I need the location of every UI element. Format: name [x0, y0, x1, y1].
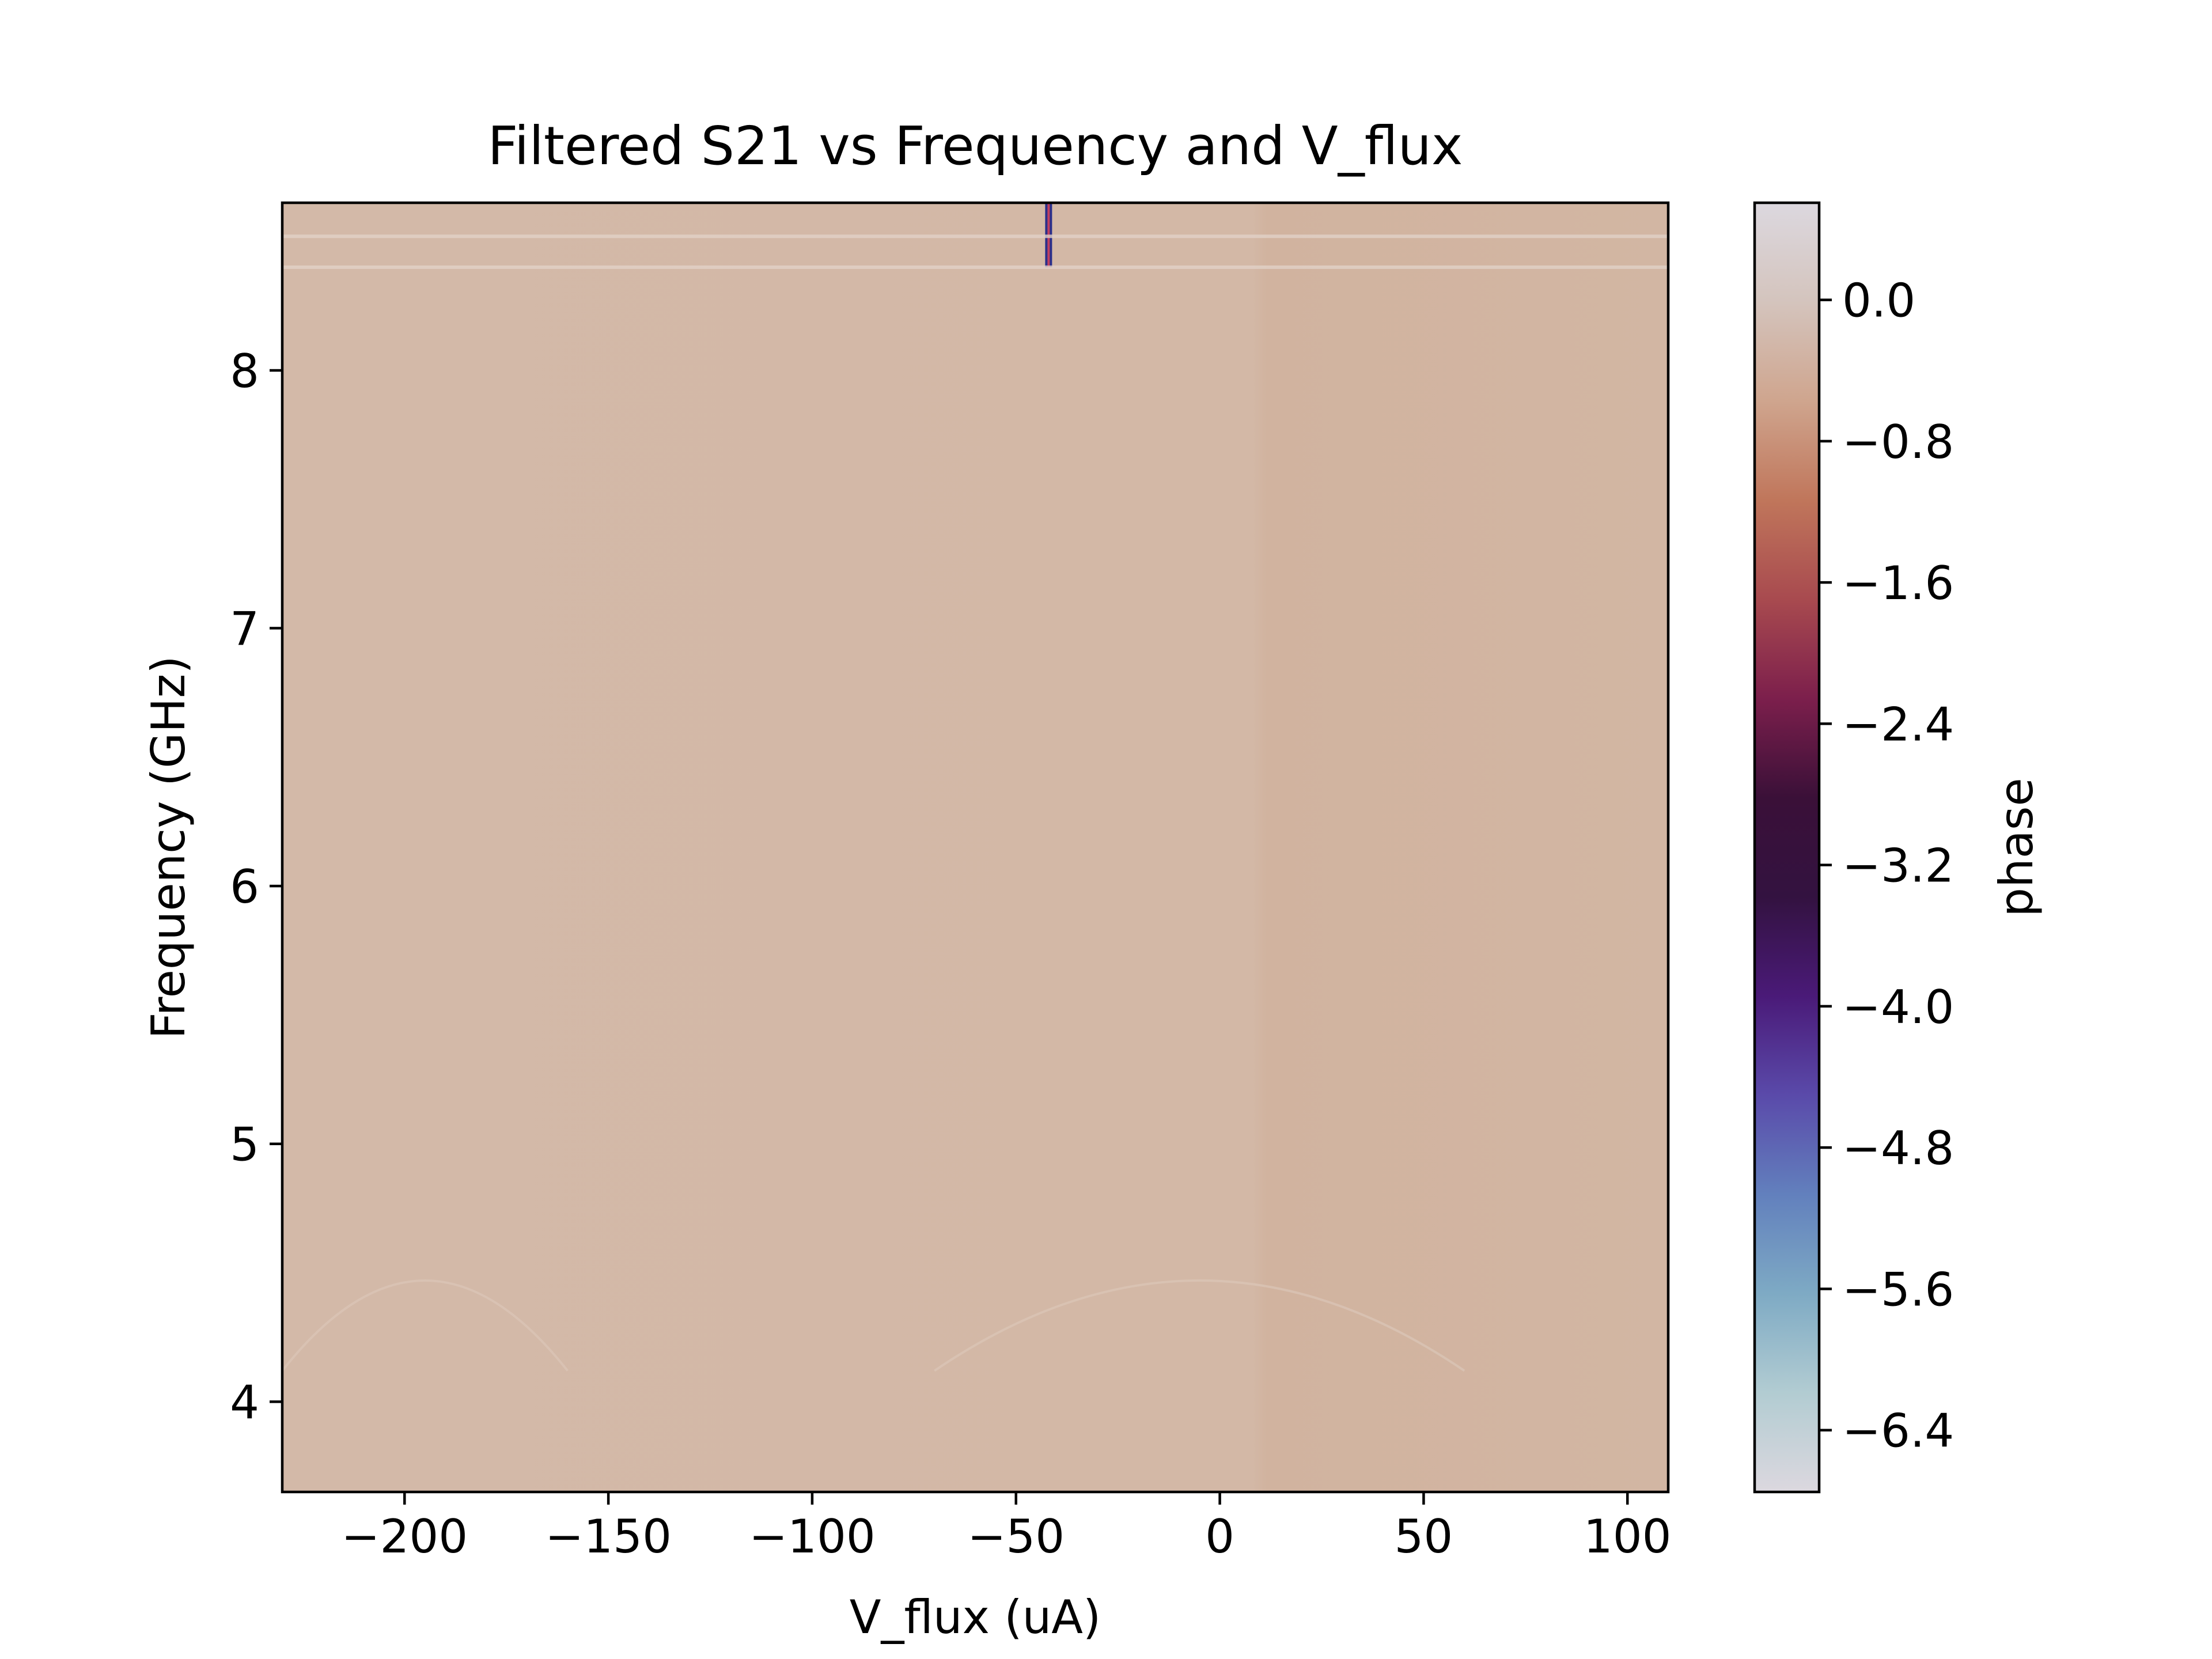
colorbar-tick-label: −5.6 — [1842, 1263, 1954, 1316]
chart-title: Filtered S21 vs Frequency and V_flux — [488, 115, 1463, 177]
colorbar-tick-label: −0.8 — [1842, 415, 1954, 469]
x-axis-label: V_flux (uA) — [850, 1590, 1101, 1644]
heatmap-arc — [934, 1279, 1465, 1372]
y-tick-label: 8 — [230, 344, 259, 398]
x-tick-label: −50 — [967, 1510, 1065, 1563]
y-axis: 4 5 6 7 8 — [230, 344, 282, 1429]
colorbar-tick-label: −4.0 — [1842, 980, 1954, 1034]
x-tick-label: −200 — [341, 1510, 468, 1563]
colorbar-tick-label: −2.4 — [1842, 698, 1954, 751]
colorbar-frame — [1753, 201, 1821, 1494]
colorbar-tick-label: −6.4 — [1842, 1404, 1954, 1458]
colorbar-label: phase — [1990, 778, 2043, 916]
colorbar-ticks: 0.0 −0.8 −1.6 −2.4 −3.2 −4.0 −4.8 −5.6 −6.4 — [1819, 274, 1954, 1458]
heatmap-background — [282, 203, 1668, 1492]
y-tick-label: 4 — [230, 1376, 259, 1429]
y-tick-label: 6 — [230, 860, 259, 914]
colorbar-tick-label: 0.0 — [1842, 274, 1915, 328]
colorbar-tick-label: −4.8 — [1842, 1122, 1954, 1175]
heatmap-features — [281, 203, 1668, 1372]
x-axis: −200 −150 −100 −50 0 50 100 — [341, 1492, 1672, 1563]
x-tick-label: −150 — [545, 1510, 672, 1563]
y-tick-label: 7 — [230, 603, 259, 656]
colorbar-tick-label: −3.2 — [1842, 839, 1954, 893]
plot-frame — [281, 201, 1670, 1494]
colorbar-gradient — [1755, 203, 1819, 1492]
colorbar: 0.0 −0.8 −1.6 −2.4 −3.2 −4.0 −4.8 −5.6 −6.4 phas… — [1753, 201, 2043, 1494]
heatmap-area — [281, 201, 1670, 1494]
x-tick-label: 50 — [1395, 1510, 1453, 1563]
heatmap-arc — [281, 1279, 569, 1372]
y-axis-label: Frequency (GHz) — [142, 656, 195, 1039]
colorbar-tick-label: −1.6 — [1842, 556, 1954, 610]
x-tick-label: 100 — [1584, 1510, 1672, 1563]
y-tick-label: 5 — [230, 1118, 259, 1172]
x-tick-label: −100 — [749, 1510, 876, 1563]
x-tick-label: 0 — [1205, 1510, 1234, 1563]
